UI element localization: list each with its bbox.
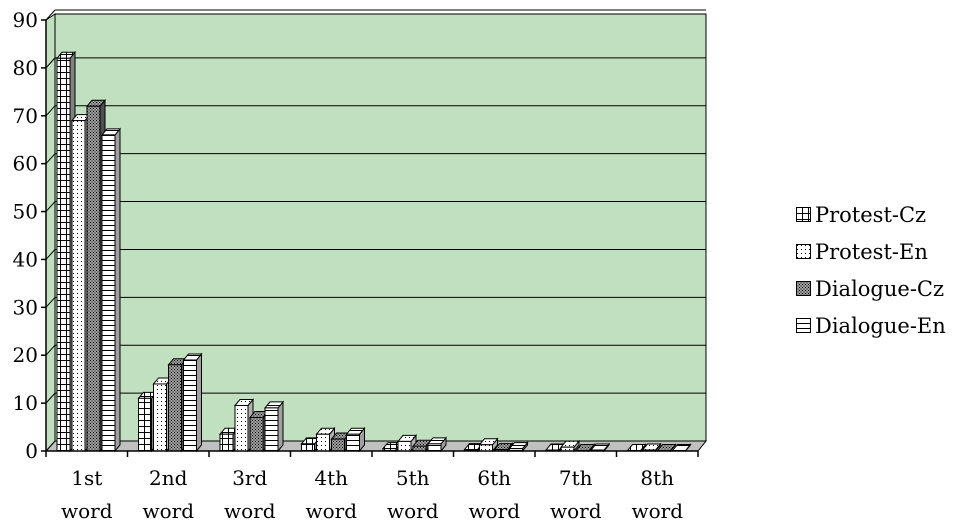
y-tick-label: 60 — [13, 152, 38, 176]
bar — [559, 439, 581, 453]
bars — [55, 50, 692, 453]
bar-front — [346, 433, 360, 452]
y-tick-label: 0 — [25, 439, 38, 463]
x-tick-label: word — [468, 499, 520, 523]
gridline-side — [45, 344, 56, 356]
bar — [345, 426, 366, 453]
x-tick-label: word — [631, 499, 683, 523]
y-tick-label: 90 — [13, 8, 38, 32]
y-axis-ticks: 0 10 20 30 40 50 60 70 80 90 — [13, 8, 46, 463]
gridline-side — [45, 249, 56, 260]
y-tick-label: 50 — [13, 200, 38, 224]
bar-front — [153, 383, 167, 452]
bar-front — [331, 438, 345, 452]
bar-front — [101, 134, 116, 452]
legend-label: Dialogue-En — [815, 313, 946, 338]
bar — [182, 352, 203, 453]
bar-front — [249, 416, 264, 452]
x-tick-label: 2nd — [149, 466, 188, 490]
gridline-side — [45, 9, 56, 21]
bar — [426, 436, 448, 453]
x-tick-label: word — [224, 499, 276, 523]
legend-label: Protest-Cz — [815, 202, 927, 227]
bar-front — [168, 364, 182, 452]
bar — [589, 442, 611, 453]
legend: Protest-Cz Protest-En Dialogue-Cz Dialogue-… — [796, 196, 946, 344]
x-tick-label: 6th — [477, 466, 511, 490]
x-tick-label: word — [550, 499, 602, 523]
x-axis-ticks: 1st word 2nd word 3rd word 4th word 5th word 6th wo… — [45, 451, 699, 523]
gridlines — [45, 9, 706, 404]
legend-swatch — [796, 244, 811, 259]
bar-side — [196, 352, 202, 453]
legend-item: Protest-Cz — [796, 196, 946, 233]
gridline-side — [45, 57, 56, 69]
legend-item: Protest-En — [796, 233, 946, 270]
bar-front — [264, 407, 279, 452]
y-tick-label: 40 — [13, 247, 38, 271]
gridline-side — [45, 105, 56, 117]
legend-swatch — [796, 207, 811, 222]
bar-front — [183, 359, 197, 452]
x-tick-label: 5th — [396, 466, 430, 490]
gridline-side — [45, 296, 56, 308]
x-tick-label: word — [61, 499, 113, 523]
gridline-side — [45, 392, 56, 404]
bar-front — [397, 440, 412, 452]
legend-swatch — [796, 318, 811, 333]
bar-front — [138, 397, 152, 452]
bar-front — [234, 405, 249, 452]
x-tick-label: 7th — [559, 466, 593, 490]
legend-label: Dialogue-Cz — [815, 276, 945, 301]
y-tick-label: 30 — [13, 295, 38, 319]
gridline-side — [45, 201, 56, 212]
legend-item: Dialogue-En — [796, 307, 946, 344]
y-tick-label: 70 — [13, 104, 38, 128]
x-tick-label: 8th — [640, 466, 674, 490]
bar-front — [316, 433, 330, 452]
x-tick-label: word — [142, 499, 194, 523]
bar-front — [56, 57, 71, 452]
bar-front — [301, 443, 315, 452]
x-tick-label: word — [305, 499, 357, 523]
x-tick-label: word — [387, 499, 439, 523]
y-tick-label: 20 — [13, 343, 38, 367]
bar — [478, 437, 499, 453]
legend-label: Protest-En — [815, 239, 928, 264]
gridline-side — [45, 153, 56, 165]
y-tick-label: 10 — [13, 391, 38, 415]
x-tick-label: 4th — [314, 466, 348, 490]
bar-front — [479, 444, 493, 452]
bar-front — [86, 105, 101, 452]
bar-front — [219, 433, 234, 452]
bar — [263, 400, 285, 453]
legend-swatch — [796, 281, 811, 296]
bar-front — [427, 443, 442, 452]
x-tick-label: 3rd — [232, 466, 267, 490]
plot-side-wall — [45, 13, 56, 453]
bar-front — [71, 120, 86, 452]
plot-back-wall — [54, 13, 707, 442]
bar-side — [277, 400, 284, 453]
bar — [100, 127, 122, 453]
x-tick-label: 1st — [71, 466, 102, 490]
bar — [641, 442, 662, 453]
legend-item: Dialogue-Cz — [796, 270, 946, 307]
bar-side — [114, 127, 121, 453]
y-tick-label: 80 — [13, 56, 38, 80]
